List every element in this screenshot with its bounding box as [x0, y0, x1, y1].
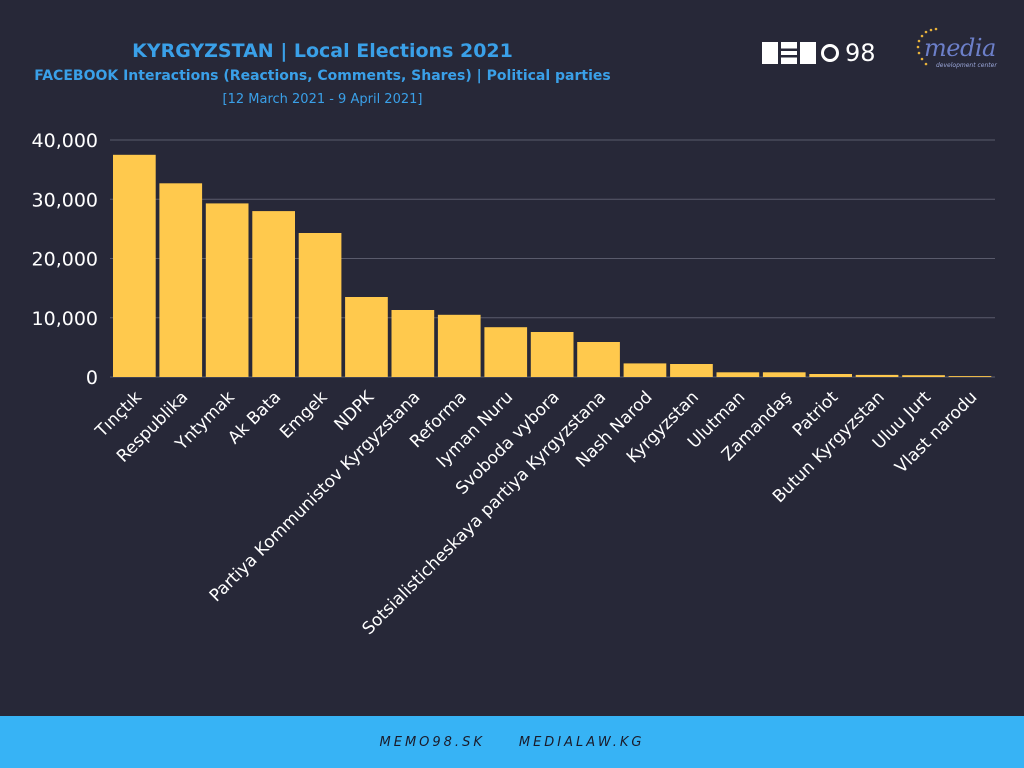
memo98-logo: 98	[762, 39, 876, 67]
bar	[577, 342, 620, 377]
bar	[437, 314, 481, 377]
bar	[623, 363, 667, 377]
bar	[809, 374, 852, 377]
y-tick-label: 30,000	[32, 189, 98, 211]
chart-title: KYRGYZSTAN | Local Elections 2021	[132, 40, 513, 62]
date-range: [12 March 2021 - 9 April 2021]	[222, 92, 423, 107]
footer-link-medialaw[interactable]: MEDIALAW.KG	[518, 734, 645, 750]
bar	[159, 183, 203, 377]
bar	[902, 375, 945, 377]
x-tick-label: Emgek	[276, 387, 332, 443]
media-development-center-logo: media development center	[912, 26, 1002, 76]
bar	[391, 310, 435, 377]
bar	[484, 327, 528, 377]
bar	[670, 364, 713, 377]
logo-block-m2	[800, 42, 816, 64]
footer-link-memo98[interactable]: MEMO98.SK	[379, 734, 485, 750]
bar	[530, 332, 574, 377]
media-logo-subtext: development center	[936, 62, 997, 69]
bar	[252, 211, 295, 377]
footer-bar: MEMO98.SK MEDIALAW.KG	[0, 716, 1024, 768]
logo-block-m1	[762, 42, 778, 64]
bar	[762, 372, 806, 377]
x-tick-label: Vlast narodu	[891, 387, 981, 477]
media-logo-word: media	[924, 34, 996, 62]
bar	[716, 372, 760, 377]
logo-number: 98	[845, 39, 876, 67]
bar-chart: 0 10,000 20,000 30,000 40,000 TınçtıkRespubl…	[32, 130, 995, 639]
y-tick-label: 0	[86, 367, 98, 389]
sun-rays-icon	[916, 27, 938, 66]
bar	[855, 374, 899, 377]
logo-block-e	[781, 42, 797, 64]
bar	[205, 203, 249, 377]
bar	[113, 154, 156, 377]
y-tick-label: 20,000	[32, 249, 98, 271]
logo-circle-o	[821, 44, 839, 62]
y-tick-label: 10,000	[32, 308, 98, 330]
y-axis-ticks: 0 10,000 20,000 30,000 40,000	[32, 130, 98, 389]
bar	[298, 233, 342, 377]
y-tick-label: 40,000	[32, 130, 98, 152]
chart-subtitle: FACEBOOK Interactions (Reactions, Commen…	[34, 68, 611, 84]
bar	[345, 297, 388, 377]
bars	[113, 154, 992, 377]
bar	[948, 376, 992, 377]
